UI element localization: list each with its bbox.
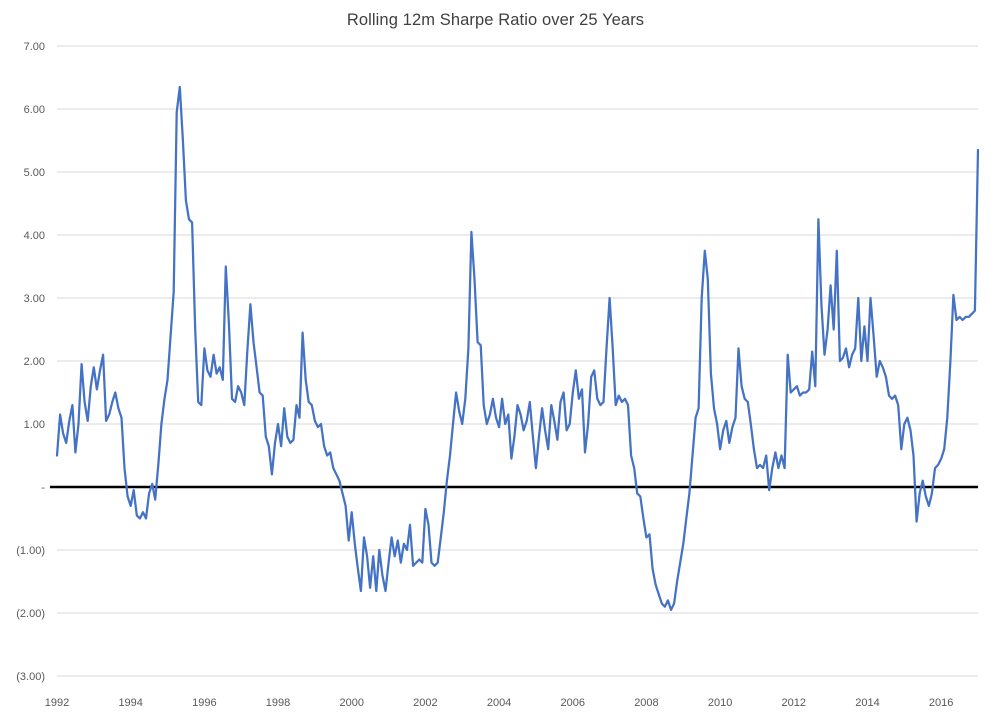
- y-tick-label: -: [41, 482, 45, 494]
- x-tick-label: 2014: [855, 697, 879, 709]
- x-tick-label: 2002: [413, 697, 437, 709]
- x-tick-label: 1996: [192, 697, 216, 709]
- y-tick-label: 2.00: [24, 356, 45, 368]
- x-tick-label: 1994: [118, 697, 142, 709]
- x-tick-label: 2016: [929, 697, 953, 709]
- x-tick-label: 2004: [487, 697, 511, 709]
- x-tick-label: 1998: [266, 697, 290, 709]
- y-tick-label: (1.00): [16, 545, 45, 557]
- x-tick-label: 1992: [45, 697, 69, 709]
- y-tick-label: 7.00: [24, 41, 45, 53]
- y-tick-label: 3.00: [24, 293, 45, 305]
- y-tick-label: 5.00: [24, 167, 45, 179]
- y-tick-label: (3.00): [16, 671, 45, 683]
- y-tick-label: 4.00: [24, 230, 45, 242]
- y-tick-label: 6.00: [24, 104, 45, 116]
- x-tick-label: 2010: [708, 697, 732, 709]
- sharpe-series-line: [55, 85, 980, 612]
- x-tick-label: 2012: [782, 697, 806, 709]
- chart-title: Rolling 12m Sharpe Ratio over 25 Years: [346, 11, 645, 29]
- x-tick-label: 2006: [561, 697, 585, 709]
- y-tick-label: (2.00): [16, 608, 45, 620]
- x-tick-label: 2000: [339, 697, 363, 709]
- y-tick-label: 1.00: [24, 419, 45, 431]
- x-tick-label: 2008: [634, 697, 658, 709]
